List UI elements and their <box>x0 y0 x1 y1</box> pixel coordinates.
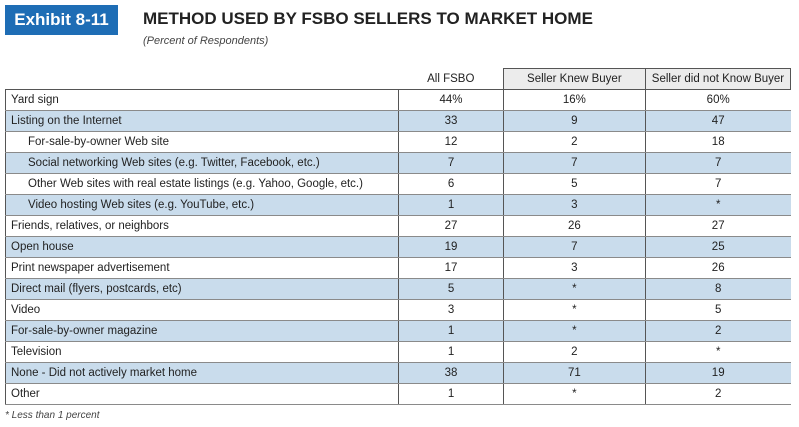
cell-value: 27 <box>644 215 791 237</box>
table-row: Other Web sites with real estate listing… <box>4 173 791 195</box>
table-row: Print newspaper advertisement 17 3 26 <box>4 257 791 279</box>
table-row: Video 3 * 5 <box>4 299 791 321</box>
cell-value: 7 <box>644 173 791 195</box>
row-label: Television <box>4 341 399 363</box>
row-label: Other <box>4 383 399 405</box>
cell-value: * <box>502 320 646 342</box>
row-label: Direct mail (flyers, postcards, etc) <box>4 278 399 300</box>
row-label: Yard sign <box>4 89 399 111</box>
row-label: For-sale-by-owner magazine <box>4 320 399 342</box>
row-label: Print newspaper advertisement <box>4 257 399 279</box>
row-label: None - Did not actively market home <box>4 362 399 384</box>
cell-value: 1 <box>398 194 504 216</box>
cell-value: 17 <box>398 257 504 279</box>
cell-value: 3 <box>398 299 504 321</box>
cell-value: 19 <box>398 236 504 258</box>
cell-value: 1 <box>398 383 504 405</box>
cell-value: 12 <box>398 131 504 153</box>
cell-value: 2 <box>502 131 646 153</box>
cell-value: 7 <box>502 236 646 258</box>
cell-value: 7 <box>644 152 791 174</box>
column-header: Seller did not Know Buyer <box>644 68 792 90</box>
table-row: For-sale-by-owner magazine 1 * 2 <box>4 320 791 342</box>
table-row: Direct mail (flyers, postcards, etc) 5 * 8 <box>4 278 791 300</box>
cell-value: 19 <box>644 362 791 384</box>
table-row: Listing on the Internet 33 9 47 <box>4 110 791 132</box>
row-label: Other Web sites with real estate listing… <box>4 173 399 195</box>
row-label: Video hosting Web sites (e.g. YouTube, e… <box>4 194 399 216</box>
cell-value: * <box>502 383 646 405</box>
cell-value: 5 <box>644 299 791 321</box>
table-row: Open house 19 7 25 <box>4 236 791 258</box>
cell-value: 1 <box>398 320 504 342</box>
cell-value: 25 <box>644 236 791 258</box>
cell-value: 2 <box>502 341 646 363</box>
cell-value: 1 <box>398 341 504 363</box>
cell-value: 7 <box>398 152 504 174</box>
row-label: For-sale-by-owner Web site <box>4 131 399 153</box>
row-label: Video <box>4 299 399 321</box>
subtitle: (Percent of Respondents) <box>143 35 269 47</box>
cell-value: 8 <box>644 278 791 300</box>
row-label: Friends, relatives, or neighbors <box>4 215 399 237</box>
cell-value: 16% <box>502 89 646 111</box>
cell-value: 27 <box>398 215 504 237</box>
table-row: None - Did not actively market home 38 71 1… <box>4 362 791 384</box>
row-label: Open house <box>4 236 399 258</box>
table-row: Video hosting Web sites (e.g. YouTube, e… <box>4 194 791 216</box>
data-table: All FSBO Seller Knew Buyer Seller did not … <box>4 68 792 405</box>
header-row: All FSBO Seller Knew Buyer Seller did not … <box>5 68 792 90</box>
row-label: Social networking Web sites (e.g. Twitte… <box>4 152 399 174</box>
cell-value: 18 <box>644 131 791 153</box>
table-row: Friends, relatives, or neighbors 27 26 27 <box>4 215 791 237</box>
cell-value: 26 <box>502 215 646 237</box>
cell-value: 5 <box>502 173 646 195</box>
cell-value: 7 <box>502 152 646 174</box>
cell-value: * <box>644 194 791 216</box>
cell-value: 33 <box>398 110 504 132</box>
cell-value: 2 <box>644 320 791 342</box>
table-row: Television 1 2 * <box>4 341 791 363</box>
cell-value: 47 <box>644 110 791 132</box>
column-header: Seller Knew Buyer <box>502 68 646 90</box>
cell-value: 26 <box>644 257 791 279</box>
cell-value: * <box>502 299 646 321</box>
table-row: For-sale-by-owner Web site 12 2 18 <box>4 131 791 153</box>
row-label: Listing on the Internet <box>4 110 399 132</box>
table-row: Yard sign 44% 16% 60% <box>4 89 791 111</box>
cell-value: 2 <box>644 383 791 405</box>
cell-value: * <box>502 278 646 300</box>
cell-value: * <box>644 341 791 363</box>
cell-value: 5 <box>398 278 504 300</box>
column-header: All FSBO <box>398 68 504 90</box>
table-row: Other 1 * 2 <box>4 383 791 405</box>
cell-value: 44% <box>398 89 504 111</box>
cell-value: 9 <box>502 110 646 132</box>
cell-value: 6 <box>398 173 504 195</box>
cell-value: 60% <box>644 89 791 111</box>
title: METHOD USED BY FSBO SELLERS TO MARKET HO… <box>143 9 593 28</box>
exhibit-badge: Exhibit 8-11 <box>5 5 118 35</box>
header-blank <box>5 68 399 90</box>
table-row: Social networking Web sites (e.g. Twitte… <box>4 152 791 174</box>
cell-value: 3 <box>502 194 646 216</box>
cell-value: 71 <box>502 362 646 384</box>
cell-value: 38 <box>398 362 504 384</box>
footnote: * Less than 1 percent <box>5 410 100 421</box>
cell-value: 3 <box>502 257 646 279</box>
